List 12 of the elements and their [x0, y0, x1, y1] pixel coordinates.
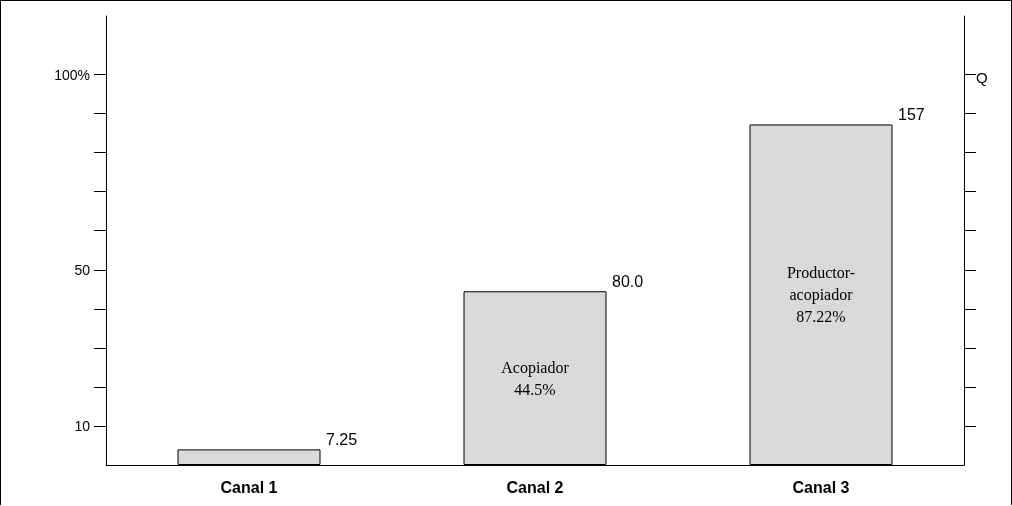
annotation: Productor- acopiador 87.22% — [786, 264, 856, 326]
x-tick-label: Canal 1 — [220, 478, 278, 496]
annotation: 157 — [898, 105, 925, 123]
y-tick-label: 100% — [54, 66, 90, 83]
x-tick-label: Canal 2 — [506, 478, 564, 496]
y-tick-label: 50 — [74, 261, 91, 278]
y-tick-label: 10 — [74, 417, 91, 434]
y2-axis-title: Q — [976, 69, 988, 86]
x-tick-label: Canal 3 — [792, 478, 850, 496]
annotation: 7.25 — [326, 430, 358, 448]
annotation: Acopiador 44.5% — [501, 358, 570, 398]
annotation: 80.0 — [612, 272, 644, 290]
